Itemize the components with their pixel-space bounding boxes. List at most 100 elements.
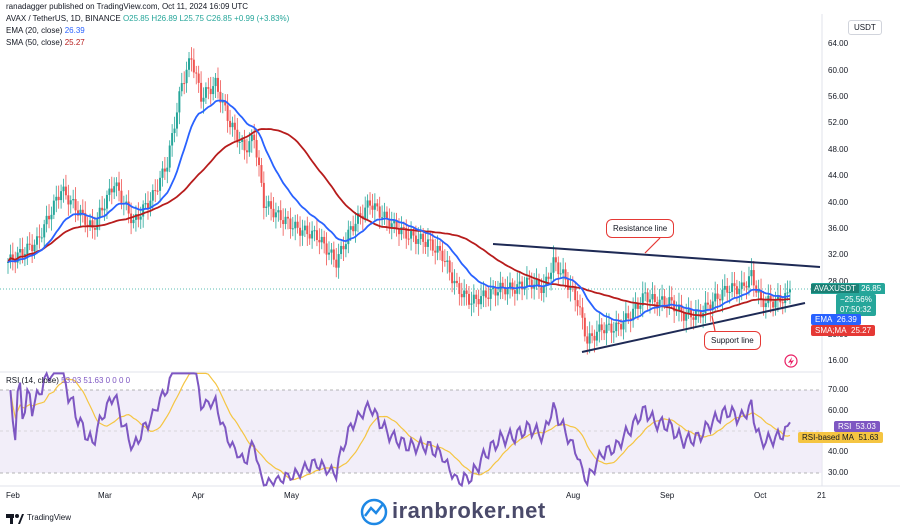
candle-body [151, 190, 154, 201]
candle-body [159, 177, 162, 191]
candle-body [740, 282, 743, 290]
candle-body [465, 290, 468, 294]
candle-body [467, 293, 470, 305]
candle-body [171, 133, 174, 146]
candle-body [711, 301, 714, 310]
candle-body [48, 215, 51, 220]
ema-line [7, 99, 791, 323]
candle-body [680, 304, 683, 313]
time-tick: 21 [817, 491, 826, 500]
candle-body [764, 303, 767, 308]
candle-body [154, 190, 157, 192]
candle-body [489, 288, 492, 299]
candle-body [356, 213, 359, 224]
candle-body [554, 257, 557, 263]
candle-body [35, 236, 38, 245]
candle-body [697, 310, 700, 312]
publish-header: ranadagger published on TradingView.com,… [6, 2, 249, 11]
candle-body [245, 150, 248, 153]
sma-label: SMA (50, close) [6, 38, 63, 47]
ema-label: EMA (20, close) [6, 26, 63, 35]
candle-body [518, 281, 521, 285]
candle-body [719, 298, 722, 301]
tradingview-logo-icon [6, 514, 24, 524]
candle-body [463, 290, 466, 298]
resistance-annotation[interactable]: Resistance line [606, 219, 675, 238]
candle-body [139, 216, 142, 220]
candle-body [752, 270, 755, 286]
candle-body [668, 297, 671, 307]
iranbroker-watermark: iranbroker.net [392, 498, 546, 523]
candle-body [328, 252, 331, 255]
candle-body [598, 324, 601, 332]
candle-body [323, 236, 326, 244]
candle-body [72, 199, 75, 201]
candle-body [448, 260, 451, 273]
candle-body [704, 302, 707, 314]
candle-body [62, 186, 65, 192]
axis-tick: 30.00 [828, 468, 849, 477]
candle-body [460, 293, 463, 298]
candle-body [376, 203, 379, 207]
candle-body [209, 88, 212, 95]
tradingview-footer-logo[interactable]: TradingView [27, 513, 72, 522]
candle-body [436, 245, 439, 253]
change-value: −25.56% [840, 295, 872, 304]
candle-body [173, 128, 176, 134]
candle-body [219, 91, 222, 103]
candle-body [513, 290, 516, 294]
candle-body [192, 59, 195, 73]
candle-body [542, 286, 545, 294]
symbol-title[interactable]: AVAX / TetherUS, 1D, BINANCE [6, 14, 121, 23]
legend-ema-row[interactable]: EMA (20, close) 26.39 [6, 26, 85, 35]
legend-sma-row[interactable]: SMA (50, close) 25.27 [6, 38, 85, 47]
candle-body [64, 186, 67, 196]
candle-body [494, 287, 497, 296]
candle-body [690, 309, 693, 318]
candle-body [562, 269, 565, 274]
axis-tick: 40.00 [828, 197, 849, 207]
candle-body [470, 303, 473, 305]
candle-body [714, 293, 717, 302]
sma-value: 25.27 [64, 38, 85, 47]
candle-body [624, 313, 627, 322]
candle-body [412, 230, 415, 236]
time-tick: Sep [660, 491, 675, 500]
candle-body [393, 219, 396, 224]
candle-body [330, 249, 333, 253]
candle-body [424, 241, 427, 247]
rsi-label: RSI (14, close) [6, 376, 59, 385]
candle-body [545, 276, 548, 287]
candle-body [610, 323, 613, 333]
candle-body [629, 318, 632, 321]
time-tick: May [284, 491, 300, 500]
candle-body [260, 165, 263, 183]
candle-body [325, 243, 328, 255]
candle-body [721, 289, 724, 301]
sma-tag-value: 25.27 [851, 326, 872, 335]
candle-body [98, 207, 101, 219]
candle-body [352, 226, 355, 232]
candle-body [238, 141, 241, 143]
candle-body [291, 228, 294, 230]
candle-body [388, 219, 391, 229]
candle-body [595, 331, 598, 341]
candle-body [622, 321, 625, 330]
candle-body [581, 307, 584, 318]
support-annotation[interactable]: Support line [704, 331, 761, 350]
candle-body [190, 58, 193, 60]
candle-body [243, 139, 246, 151]
candle-body [26, 243, 29, 255]
candle-body [509, 282, 512, 289]
candle-body [315, 230, 318, 240]
legend-rsi-row[interactable]: RSI (14, close) 53.03 51.63 0 0 0 0 [6, 376, 130, 385]
candle-body [706, 302, 709, 305]
candle-body [279, 210, 282, 221]
candle-body [772, 301, 775, 308]
currency-button[interactable]: USDT [848, 20, 882, 35]
candle-body [23, 254, 26, 257]
candle-body [410, 230, 413, 239]
candle-body [163, 168, 166, 172]
candle-body [658, 299, 661, 308]
